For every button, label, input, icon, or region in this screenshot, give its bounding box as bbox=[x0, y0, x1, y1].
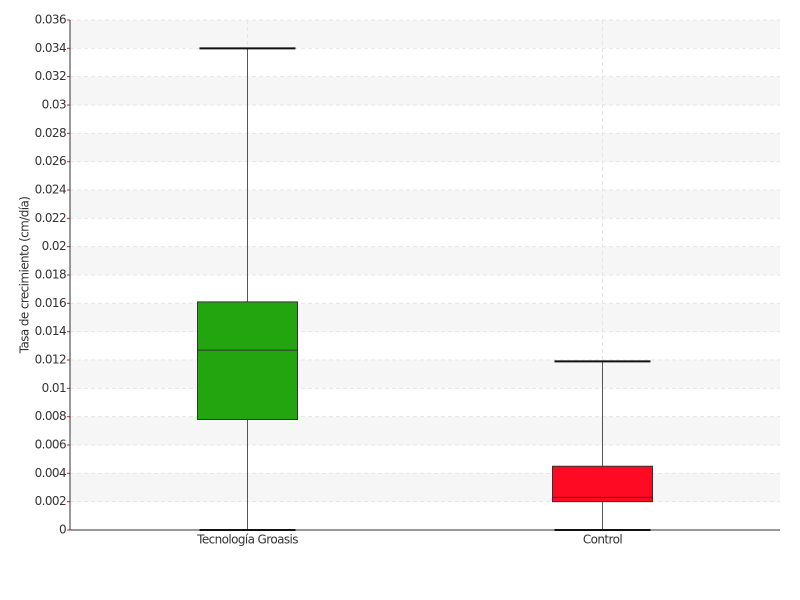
y-tick-label: 0.018 bbox=[35, 268, 66, 282]
x-tick-label: Tecnología Groasis bbox=[196, 533, 298, 547]
y-tick-label: 0.01 bbox=[42, 381, 66, 395]
y-tick-label: 0.02 bbox=[42, 239, 66, 253]
x-tick-label: Control bbox=[583, 533, 622, 547]
grid-band bbox=[70, 416, 780, 445]
y-tick-label: 0.024 bbox=[35, 183, 66, 197]
y-axis-label: Tasa de crecimiento (cm/día) bbox=[18, 197, 32, 355]
y-tick-label: 0.014 bbox=[35, 324, 66, 338]
y-tick-label: 0.012 bbox=[35, 353, 66, 367]
y-tick-label: 0.006 bbox=[35, 438, 66, 452]
box bbox=[197, 301, 298, 420]
grid-band bbox=[70, 76, 780, 105]
grid-band bbox=[70, 246, 780, 275]
grid-band bbox=[70, 190, 780, 219]
grid-band bbox=[70, 473, 780, 502]
y-tick-label: 0.034 bbox=[35, 41, 66, 55]
y-tick-label: 0.032 bbox=[35, 69, 66, 83]
y-tick-label: 0.028 bbox=[35, 126, 66, 140]
y-tick-label: 0.016 bbox=[35, 296, 66, 310]
grid-band bbox=[70, 133, 780, 162]
grid-band bbox=[70, 20, 780, 49]
y-tick-label: 0.004 bbox=[35, 466, 66, 480]
box bbox=[552, 465, 653, 503]
grid-band bbox=[70, 303, 780, 332]
y-tick-label: 0.022 bbox=[35, 211, 66, 225]
grid-band bbox=[70, 360, 780, 389]
y-tick-label: 0.008 bbox=[35, 409, 66, 423]
y-tick-label: 0.002 bbox=[35, 494, 66, 508]
y-tick-label: 0.036 bbox=[35, 13, 66, 27]
y-tick-label: 0 bbox=[59, 523, 66, 537]
y-tick-label: 0.03 bbox=[42, 98, 66, 112]
y-tick-label: 0.026 bbox=[35, 154, 66, 168]
